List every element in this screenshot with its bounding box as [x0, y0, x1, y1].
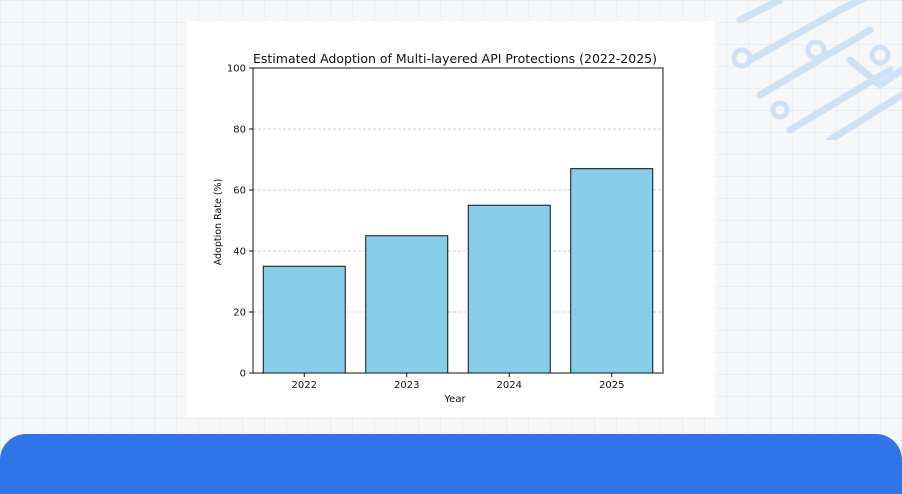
bar-2022 — [262, 265, 346, 374]
y-tick-label-40: 40 — [233, 247, 246, 258]
bar-chart: 0 20 40 60 80 100 2022 2023 2024 2025 Estimated A… — [213, 51, 664, 405]
y-axis-label: Adoption Rate (%) — [213, 179, 224, 266]
bar-2023 — [365, 235, 449, 374]
bottom-banner — [0, 434, 902, 494]
x-axis-label: Year — [443, 394, 466, 405]
x-tick-label-2024: 2024 — [497, 380, 522, 391]
y-tick-label-0: 0 — [240, 369, 246, 380]
y-tick-label-80: 80 — [233, 125, 246, 136]
y-tick-label-100: 100 — [227, 64, 246, 75]
chart-title: Estimated Adoption of Multi-layered API … — [253, 51, 657, 66]
circuit-lines-icon — [731, 0, 902, 140]
x-tick-label-2025: 2025 — [599, 380, 624, 391]
chart-card: 0 20 40 60 80 100 2022 2023 2024 2025 Estimated A… — [187, 21, 715, 417]
x-tick-label-2023: 2023 — [394, 380, 419, 391]
plot-frame — [252, 67, 664, 374]
y-tick-label-20: 20 — [233, 308, 246, 319]
x-tick-label-2022: 2022 — [292, 380, 317, 391]
bar-2025 — [570, 168, 654, 374]
y-tick-label-60: 60 — [233, 186, 246, 197]
bar-2024 — [467, 204, 551, 374]
